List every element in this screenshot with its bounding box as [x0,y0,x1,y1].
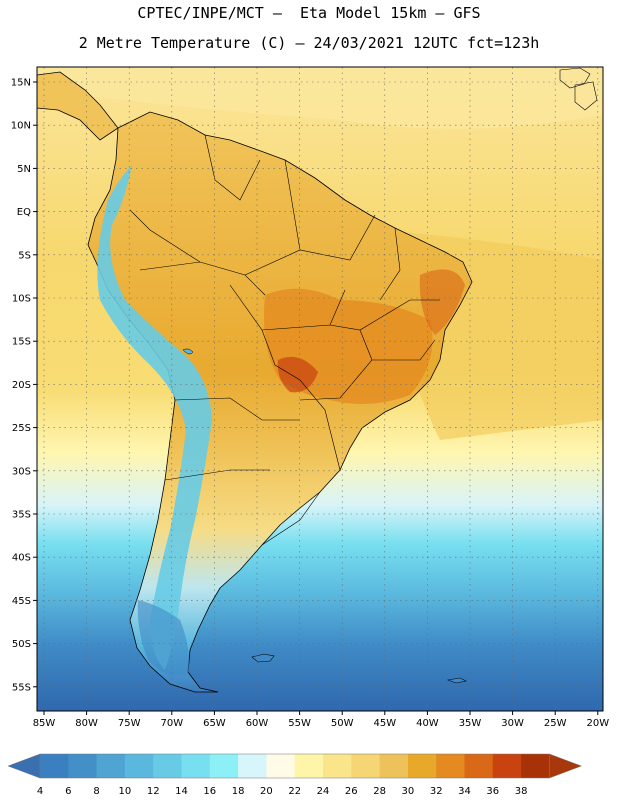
colorbar-label: 28 [373,786,386,797]
colorbar-label: 34 [458,786,471,797]
heat-hotspot [277,356,318,393]
colorbar-label: 20 [260,786,273,797]
colorbar-swatch [464,754,494,778]
colorbar-label: 32 [430,786,443,797]
colorbar-label: 16 [203,786,216,797]
lon-label: 45W [373,718,396,729]
state-borders [129,134,440,546]
colorbar-label: 6 [65,786,71,797]
chart-title-line2: 2 Metre Temperature (C) – 24/03/2021 12U… [78,34,540,52]
lat-label: EQ [17,207,31,218]
northeast-hotspot [419,269,465,335]
lat-label: 45S [12,596,31,607]
lat-label: 5S [18,250,31,261]
lat-label: 5N [17,164,31,175]
latitude-labels: 15N 10N 5N EQ 5S 10S 15S 20S 25S 30S 35S 40S 45S 50S 5… [11,78,37,693]
colorbar-label: 10 [119,786,132,797]
colorbar-swatch [209,754,239,778]
caribbean-warm-zone [37,67,603,129]
colorbar-label: 36 [486,786,499,797]
lat-label: 25S [12,423,31,434]
lon-label: 75W [118,718,141,729]
colorbar-label: 14 [175,786,188,797]
colorbar-label: 4 [37,786,43,797]
lon-label: 65W [203,718,226,729]
colorbar-low-arrow [7,753,41,779]
chart-title-line1: CPTEC/INPE/MCT – Eta Model 15km – GFS [137,4,481,22]
colorbar-label: 22 [288,786,301,797]
colorbar-swatch [379,754,409,778]
colorbar-high-arrow [549,753,583,779]
andes-cold-band [97,165,212,670]
lon-label: 30W [501,718,524,729]
lat-label: 15N [11,78,31,89]
lon-label: 55W [288,718,311,729]
colorbar-swatch [294,754,324,778]
longitude-labels: 85W 80W 75W 70W 65W 60W 55W 50W 45W 40W 35W 30W 25W 2… [33,711,609,729]
lat-label: 15S [12,337,31,348]
south-georgia [446,677,467,684]
lake-titicaca [182,348,194,355]
colorbar-swatch [153,754,182,778]
colorbar-swatch [96,754,126,778]
colorbar-swatch [407,754,437,778]
colorbar-label: 8 [93,786,99,797]
lon-label: 85W [33,718,56,729]
lon-label: 60W [246,718,269,729]
lat-label: 35S [12,510,31,521]
lat-label: 50S [12,639,31,650]
colorbar-swatch [68,754,97,778]
lat-label: 40S [12,553,31,564]
lon-label: 35W [459,718,482,729]
lon-label: 20W [586,718,609,729]
colorbar-swatch [521,754,550,778]
lat-label: 30S [12,466,31,477]
colorbar-swatch [181,754,211,778]
colorbar-swatch [492,754,522,778]
colorbar-swatch [40,754,69,778]
lat-label: 20S [12,380,31,391]
lat-lon-graticule [37,67,603,711]
colorbar-swatch [351,754,380,778]
colorbar-swatch [124,754,154,778]
colorbar-swatch [238,754,267,778]
lat-label: 10N [11,121,31,132]
colorbar-swatch [323,754,352,778]
temperature-colorbar: 4 6 8 10 12 14 16 18 20 22 24 26 28 30 32 34 36 38 [7,753,583,797]
lon-label: 80W [75,718,98,729]
patagonia-cold [137,600,189,676]
lon-label: 70W [160,718,183,729]
lon-label: 40W [416,718,439,729]
lat-label: 55S [12,682,31,693]
lat-label: 10S [12,294,31,305]
caribbean-islands [559,67,598,111]
colorbar-label: 12 [147,786,160,797]
central-america [37,71,119,141]
colorbar-swatch [266,754,296,778]
colorbar-label: 26 [345,786,358,797]
lon-label: 25W [544,718,567,729]
map-frame [36,66,604,712]
colorbar-label: 24 [317,786,330,797]
lon-label: 50W [331,718,354,729]
colorbar-swatch [436,754,465,778]
colorbar-label: 18 [232,786,245,797]
colorbar-label: 30 [402,786,415,797]
colorbar-outline [39,753,550,779]
colorbar-label: 38 [515,786,528,797]
